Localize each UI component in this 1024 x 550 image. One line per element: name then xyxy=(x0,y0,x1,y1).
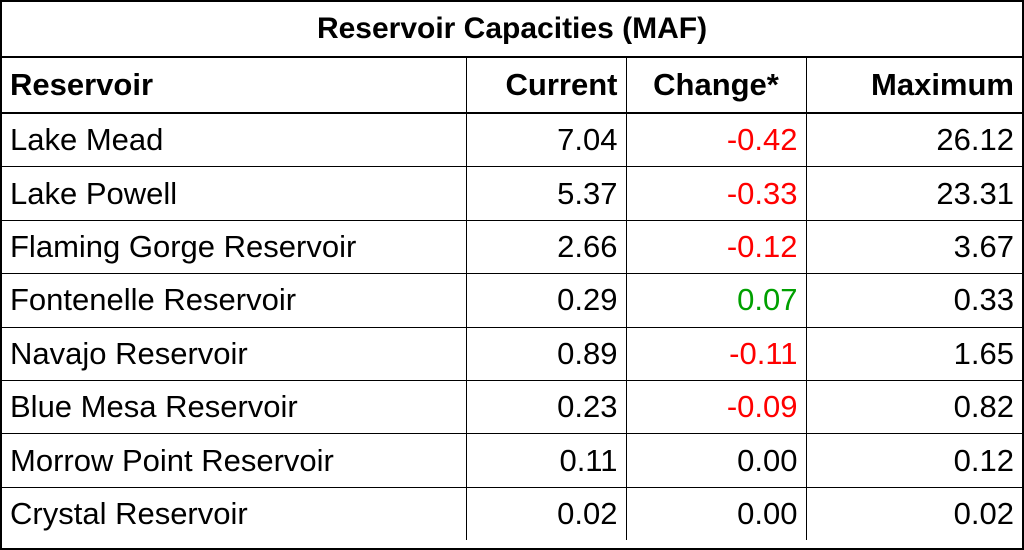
table-row: Flaming Gorge Reservoir 2.66 -0.12 3.67 xyxy=(2,220,1022,275)
cell-current: 0.11 xyxy=(465,433,626,488)
cell-change: 0.00 xyxy=(625,433,806,488)
table-row: Navajo Reservoir 0.89 -0.11 1.65 xyxy=(2,327,1022,381)
cell-current: 7.04 xyxy=(465,113,626,168)
table-row: Crystal Reservoir 0.02 0.00 0.02 xyxy=(2,487,1022,541)
header-change: Change* xyxy=(625,58,806,114)
cell-reservoir: Fontenelle Reservoir xyxy=(2,273,466,328)
cell-change: 0.07 xyxy=(625,273,806,328)
cell-maximum: 0.12 xyxy=(805,433,1022,488)
cell-maximum: 1.65 xyxy=(805,327,1022,381)
cell-current: 0.23 xyxy=(465,380,626,435)
cell-maximum: 0.02 xyxy=(805,487,1022,541)
cell-current: 0.29 xyxy=(465,273,626,328)
table-row: Lake Mead 7.04 -0.42 26.12 xyxy=(2,113,1022,168)
cell-maximum: 26.12 xyxy=(805,113,1022,168)
cell-current: 0.02 xyxy=(465,487,626,541)
cell-reservoir: Navajo Reservoir xyxy=(2,327,466,381)
table-title: Reservoir Capacities (MAF) xyxy=(2,2,1022,58)
cell-reservoir: Lake Mead xyxy=(2,113,466,168)
cell-maximum: 0.82 xyxy=(805,380,1022,435)
table-row: Blue Mesa Reservoir 0.23 -0.09 0.82 xyxy=(2,380,1022,435)
cell-maximum: 23.31 xyxy=(805,166,1022,221)
cell-change: -0.11 xyxy=(625,327,806,381)
cell-reservoir: Crystal Reservoir xyxy=(10,495,248,531)
cell-change: -0.12 xyxy=(625,220,806,275)
header-reservoir: Reservoir xyxy=(2,58,466,114)
cell-change: -0.42 xyxy=(625,113,806,168)
reservoir-table: Reservoir Current Change* Maximum Lake M… xyxy=(2,58,1022,541)
header-current: Current xyxy=(465,58,626,114)
cell-current: 2.66 xyxy=(465,220,626,275)
table-row: Fontenelle Reservoir 0.29 0.07 0.33 xyxy=(2,273,1022,328)
cell-reservoir: Flaming Gorge Reservoir xyxy=(2,220,466,275)
cell-reservoir: Blue Mesa Reservoir xyxy=(2,380,466,435)
header-maximum: Maximum xyxy=(805,58,1022,114)
cell-reservoir: Lake Powell xyxy=(2,166,466,221)
cell-change: -0.33 xyxy=(625,166,806,221)
cell-maximum: 3.67 xyxy=(805,220,1022,275)
cell-change: -0.09 xyxy=(625,380,806,435)
table-row: Morrow Point Reservoir 0.11 0.00 0.12 xyxy=(2,433,1022,488)
table-row: Lake Powell 5.37 -0.33 23.31 xyxy=(2,166,1022,221)
header-row: Reservoir Current Change* Maximum xyxy=(2,58,1022,114)
cell-change: 0.00 xyxy=(625,487,806,541)
cell-maximum: 0.33 xyxy=(805,273,1022,328)
cell-reservoir: Morrow Point Reservoir xyxy=(2,433,466,488)
cell-current: 0.89 xyxy=(465,327,626,381)
cell-current: 5.37 xyxy=(465,166,626,221)
